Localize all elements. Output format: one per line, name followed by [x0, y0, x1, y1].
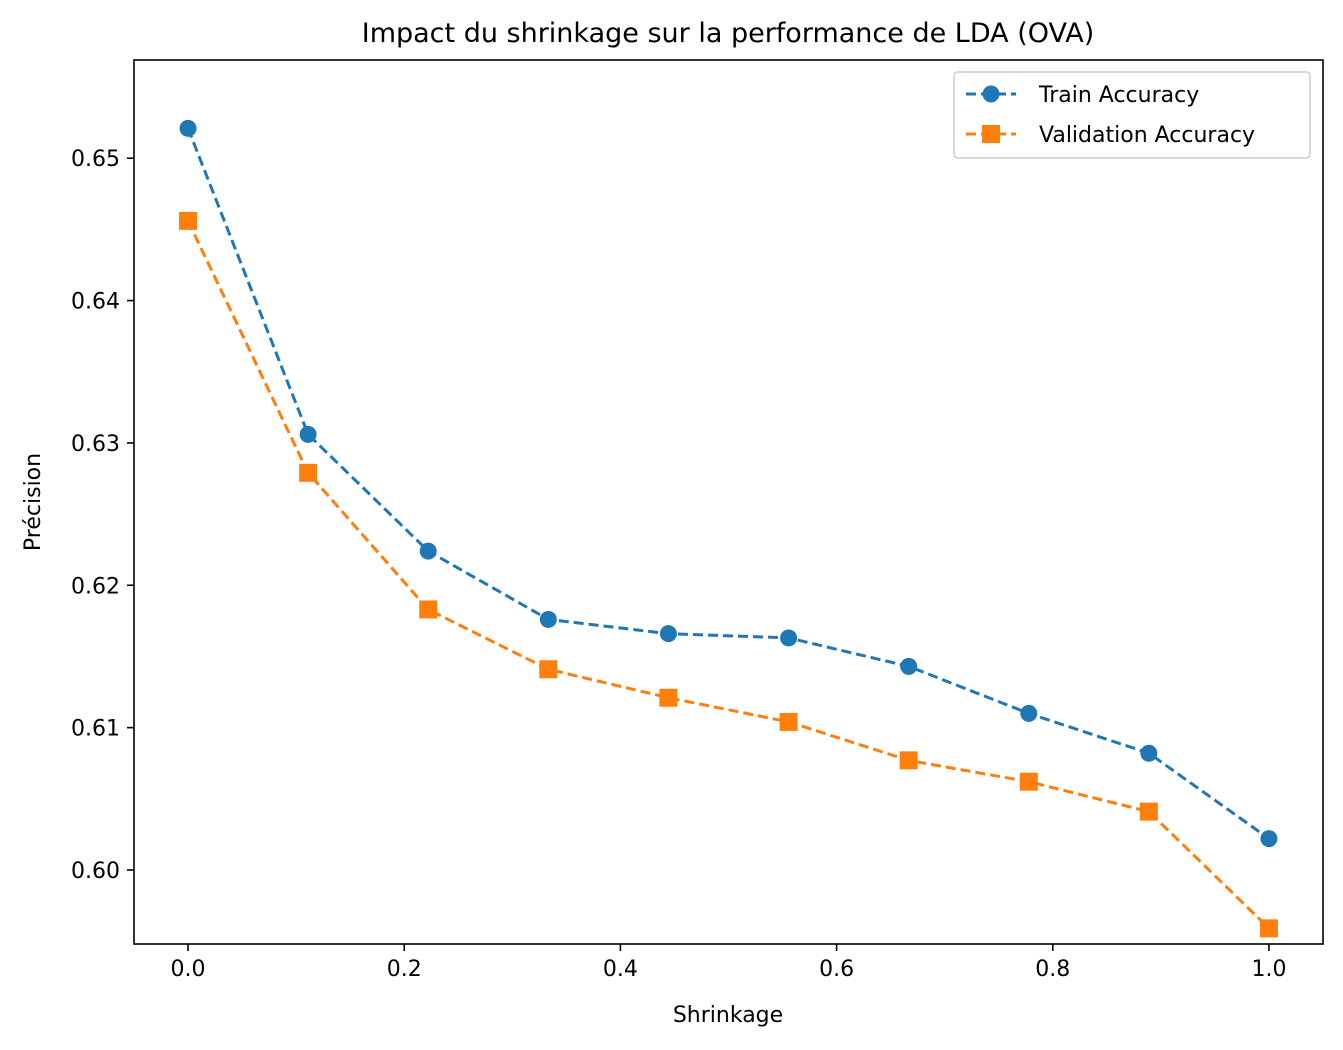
data-point-train-accuracy	[179, 119, 197, 137]
data-point-validation-accuracy	[1019, 772, 1038, 791]
data-point-train-accuracy	[539, 610, 557, 628]
x-tick-label: 1.0	[1251, 957, 1286, 982]
data-point-train-accuracy	[1260, 830, 1278, 848]
y-axis-ticks: 0.60 0.61 0.62 0.63 0.64 0.65	[71, 147, 134, 884]
legend: Train Accuracy Validation Accuracy	[953, 71, 1311, 159]
series-line-train-accuracy	[186, 127, 1270, 840]
legend-label-train: Train Accuracy	[1038, 83, 1199, 108]
data-point-validation-accuracy	[1139, 802, 1158, 821]
x-axis-label: Shrinkage	[673, 1003, 783, 1028]
y-tick-label: 0.63	[71, 432, 120, 457]
data-point-train-accuracy	[659, 625, 677, 643]
data-point-train-accuracy	[299, 425, 317, 443]
x-tick-label: 0.8	[1035, 957, 1070, 982]
y-tick-label: 0.64	[71, 290, 120, 315]
data-point-train-accuracy	[1020, 704, 1038, 722]
data-point-train-accuracy	[1140, 744, 1158, 762]
chart-title: Impact du shrinkage sur la performance d…	[362, 18, 1095, 49]
y-axis-label: Précision	[21, 453, 46, 551]
legend-marker-validation	[982, 125, 1000, 143]
data-point-validation-accuracy	[419, 600, 438, 619]
data-point-validation-accuracy	[179, 211, 198, 230]
x-axis-ticks: 0.0 0.2 0.4 0.6 0.8 1.0	[171, 944, 1286, 982]
legend-box	[953, 71, 1311, 159]
data-point-train-accuracy	[780, 629, 798, 647]
data-point-validation-accuracy	[779, 712, 798, 731]
y-tick-label: 0.65	[71, 147, 120, 172]
x-tick-label: 0.6	[819, 957, 854, 982]
x-tick-label: 0.4	[603, 957, 638, 982]
plot-marks	[179, 119, 1278, 938]
legend-marker-train	[982, 85, 1000, 103]
x-tick-label: 0.0	[171, 957, 206, 982]
data-point-train-accuracy	[900, 657, 918, 675]
legend-label-validation: Validation Accuracy	[1039, 123, 1255, 148]
plot-frame	[133, 59, 1324, 945]
data-point-validation-accuracy	[539, 660, 558, 679]
y-tick-label: 0.60	[71, 859, 120, 884]
data-point-validation-accuracy	[899, 751, 918, 770]
y-tick-label: 0.61	[71, 717, 120, 742]
data-point-train-accuracy	[419, 542, 437, 560]
data-point-validation-accuracy	[659, 688, 678, 707]
x-tick-label: 0.2	[387, 957, 422, 982]
data-point-validation-accuracy	[1259, 919, 1278, 938]
data-point-validation-accuracy	[299, 463, 318, 482]
y-tick-label: 0.62	[71, 574, 120, 599]
